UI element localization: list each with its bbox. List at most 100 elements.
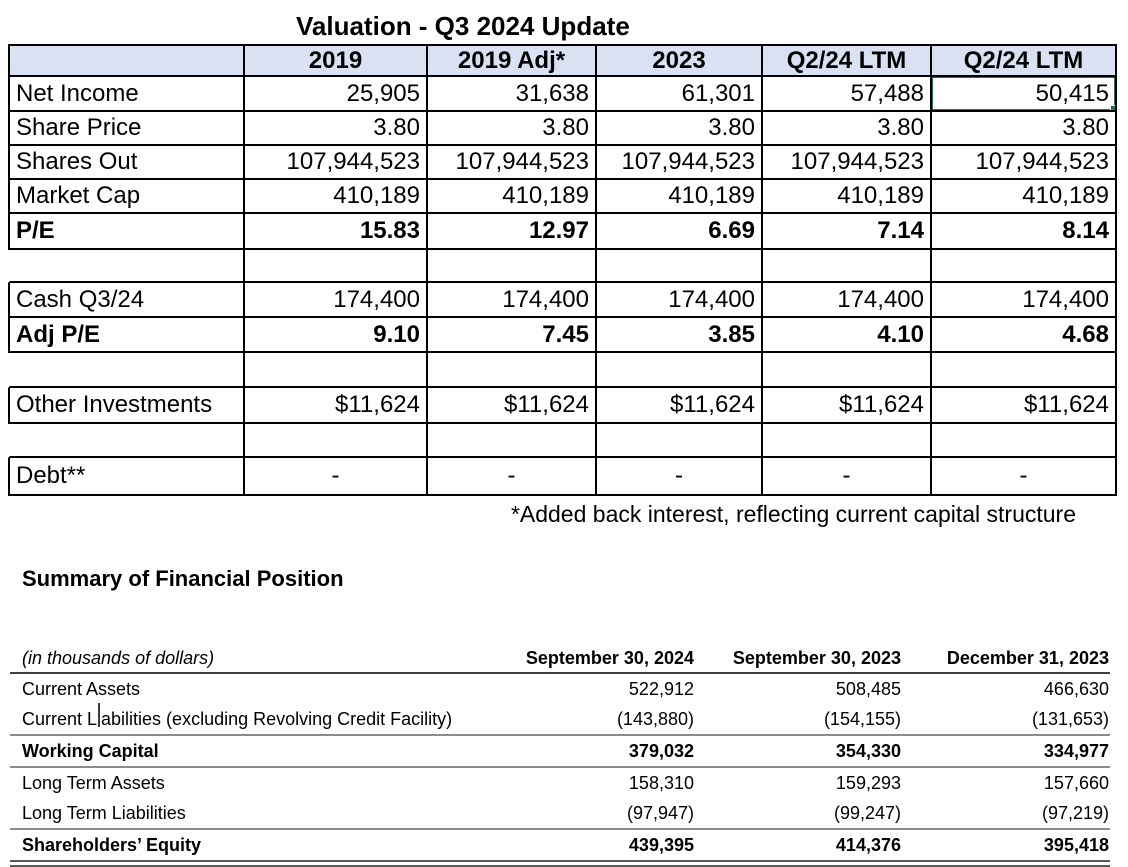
- empty-cell[interactable]: [428, 353, 597, 388]
- row-label-cell[interactable]: Shares Out: [8, 146, 245, 180]
- value-cell[interactable]: 174,400: [428, 283, 597, 318]
- value-cell[interactable]: 410,189: [932, 180, 1117, 214]
- row-label-cell[interactable]: Adj P/E: [8, 318, 245, 353]
- value-cell[interactable]: 157,660: [1043, 772, 1109, 793]
- value-cell[interactable]: 6.69: [597, 214, 763, 250]
- value-cell[interactable]: 25,905: [245, 77, 428, 112]
- date-column-header-cell[interactable]: December 31, 2023: [946, 648, 1109, 668]
- empty-cell[interactable]: [8, 250, 245, 283]
- value-cell[interactable]: 410,189: [245, 180, 428, 214]
- value-cell[interactable]: 174,400: [597, 283, 763, 318]
- empty-cell[interactable]: [932, 424, 1117, 458]
- value-cell[interactable]: 3.85: [597, 318, 763, 353]
- value-cell[interactable]: (97,947): [626, 802, 694, 823]
- value-cell[interactable]: 107,944,523: [428, 146, 597, 180]
- value-cell[interactable]: 15.83: [245, 214, 428, 250]
- date-column-header-cell[interactable]: September 30, 2023: [732, 648, 901, 668]
- value-cell[interactable]: 466,630: [1043, 678, 1109, 699]
- row-label-cell[interactable]: Other Investments: [8, 388, 245, 424]
- value-cell[interactable]: 107,944,523: [597, 146, 763, 180]
- row-label-cell[interactable]: Shareholders’ Equity: [22, 834, 202, 855]
- date-column-header-cell[interactable]: September 30, 2024: [525, 648, 694, 668]
- value-cell[interactable]: 8.14: [932, 214, 1117, 250]
- column-header-cell[interactable]: Q2/24 LTM: [932, 44, 1117, 77]
- empty-cell[interactable]: [597, 424, 763, 458]
- value-cell[interactable]: 410,189: [763, 180, 932, 214]
- empty-cell[interactable]: [932, 353, 1117, 388]
- value-cell[interactable]: (154,155): [823, 708, 901, 729]
- value-cell[interactable]: 174,400: [763, 283, 932, 318]
- row-label-cell[interactable]: Debt**: [8, 458, 245, 496]
- value-cell[interactable]: 174,400: [932, 283, 1117, 318]
- value-cell[interactable]: 159,293: [835, 772, 901, 793]
- value-cell[interactable]: 7.45: [428, 318, 597, 353]
- value-cell[interactable]: 410,189: [428, 180, 597, 214]
- value-cell[interactable]: (99,247): [833, 802, 901, 823]
- row-label-cell[interactable]: Working Capital: [22, 740, 159, 761]
- value-cell[interactable]: $11,624: [763, 388, 932, 424]
- value-cell[interactable]: 57,488: [763, 77, 932, 112]
- value-cell[interactable]: $11,624: [597, 388, 763, 424]
- empty-cell[interactable]: [428, 424, 597, 458]
- column-header-cell[interactable]: [8, 44, 245, 77]
- row-label-cell[interactable]: Long Term Assets: [22, 772, 165, 793]
- empty-cell[interactable]: [763, 353, 932, 388]
- row-label-cell[interactable]: Cash Q3/24: [8, 283, 245, 318]
- empty-cell[interactable]: [763, 250, 932, 283]
- value-cell[interactable]: -: [428, 458, 597, 496]
- selected-cell[interactable]: 50,415: [932, 77, 1117, 112]
- value-cell[interactable]: 3.80: [763, 112, 932, 146]
- column-header-cell[interactable]: Q2/24 LTM: [763, 44, 932, 77]
- value-cell[interactable]: 414,376: [835, 834, 901, 855]
- value-cell[interactable]: 7.14: [763, 214, 932, 250]
- value-cell[interactable]: 395,418: [1043, 834, 1109, 855]
- empty-cell[interactable]: [245, 250, 428, 283]
- value-cell[interactable]: 174,400: [245, 283, 428, 318]
- value-cell[interactable]: 410,189: [597, 180, 763, 214]
- empty-cell[interactable]: [8, 424, 245, 458]
- row-label-cell[interactable]: Net Income: [8, 77, 245, 112]
- column-header-cell[interactable]: 2023: [597, 44, 763, 77]
- value-cell[interactable]: 3.80: [932, 112, 1117, 146]
- value-cell[interactable]: (131,653): [1031, 708, 1109, 729]
- value-cell[interactable]: 508,485: [835, 678, 901, 699]
- value-cell[interactable]: 61,301: [597, 77, 763, 112]
- empty-cell[interactable]: [428, 250, 597, 283]
- value-cell[interactable]: -: [597, 458, 763, 496]
- value-cell[interactable]: -: [932, 458, 1117, 496]
- row-label-cell[interactable]: Long Term Liabilities: [22, 802, 186, 823]
- value-cell[interactable]: (143,880): [616, 708, 694, 729]
- value-cell[interactable]: $11,624: [932, 388, 1117, 424]
- empty-cell[interactable]: [8, 353, 245, 388]
- row-label-cell[interactable]: Market Cap: [8, 180, 245, 214]
- value-cell[interactable]: (97,219): [1041, 802, 1109, 823]
- value-cell[interactable]: 3.80: [428, 112, 597, 146]
- value-cell[interactable]: 9.10: [245, 318, 428, 353]
- value-cell[interactable]: 522,912: [628, 678, 694, 699]
- row-label-cell[interactable]: P/E: [8, 214, 245, 250]
- value-cell[interactable]: 107,944,523: [932, 146, 1117, 180]
- value-cell[interactable]: 107,944,523: [763, 146, 932, 180]
- value-cell[interactable]: 3.80: [597, 112, 763, 146]
- value-cell[interactable]: $11,624: [428, 388, 597, 424]
- value-cell[interactable]: 379,032: [628, 740, 694, 761]
- unit-note-cell[interactable]: (in thousands of dollars): [22, 648, 215, 668]
- empty-cell[interactable]: [597, 353, 763, 388]
- row-label-cell[interactable]: Current Assets: [22, 678, 141, 699]
- value-cell[interactable]: 4.68: [932, 318, 1117, 353]
- value-cell[interactable]: 158,310: [628, 772, 694, 793]
- value-cell[interactable]: -: [763, 458, 932, 496]
- value-cell[interactable]: 439,395: [628, 834, 694, 855]
- row-label-cell[interactable]: Current Liabilities (excluding Revolving…: [22, 708, 453, 729]
- row-label-cell[interactable]: Share Price: [8, 112, 245, 146]
- column-header-cell[interactable]: 2019: [245, 44, 428, 77]
- value-cell[interactable]: 4.10: [763, 318, 932, 353]
- value-cell[interactable]: 107,944,523: [245, 146, 428, 180]
- value-cell[interactable]: $11,624: [245, 388, 428, 424]
- empty-cell[interactable]: [763, 424, 932, 458]
- empty-cell[interactable]: [245, 353, 428, 388]
- empty-cell[interactable]: [932, 250, 1117, 283]
- value-cell[interactable]: 12.97: [428, 214, 597, 250]
- empty-cell[interactable]: [597, 250, 763, 283]
- value-cell[interactable]: 354,330: [835, 740, 901, 761]
